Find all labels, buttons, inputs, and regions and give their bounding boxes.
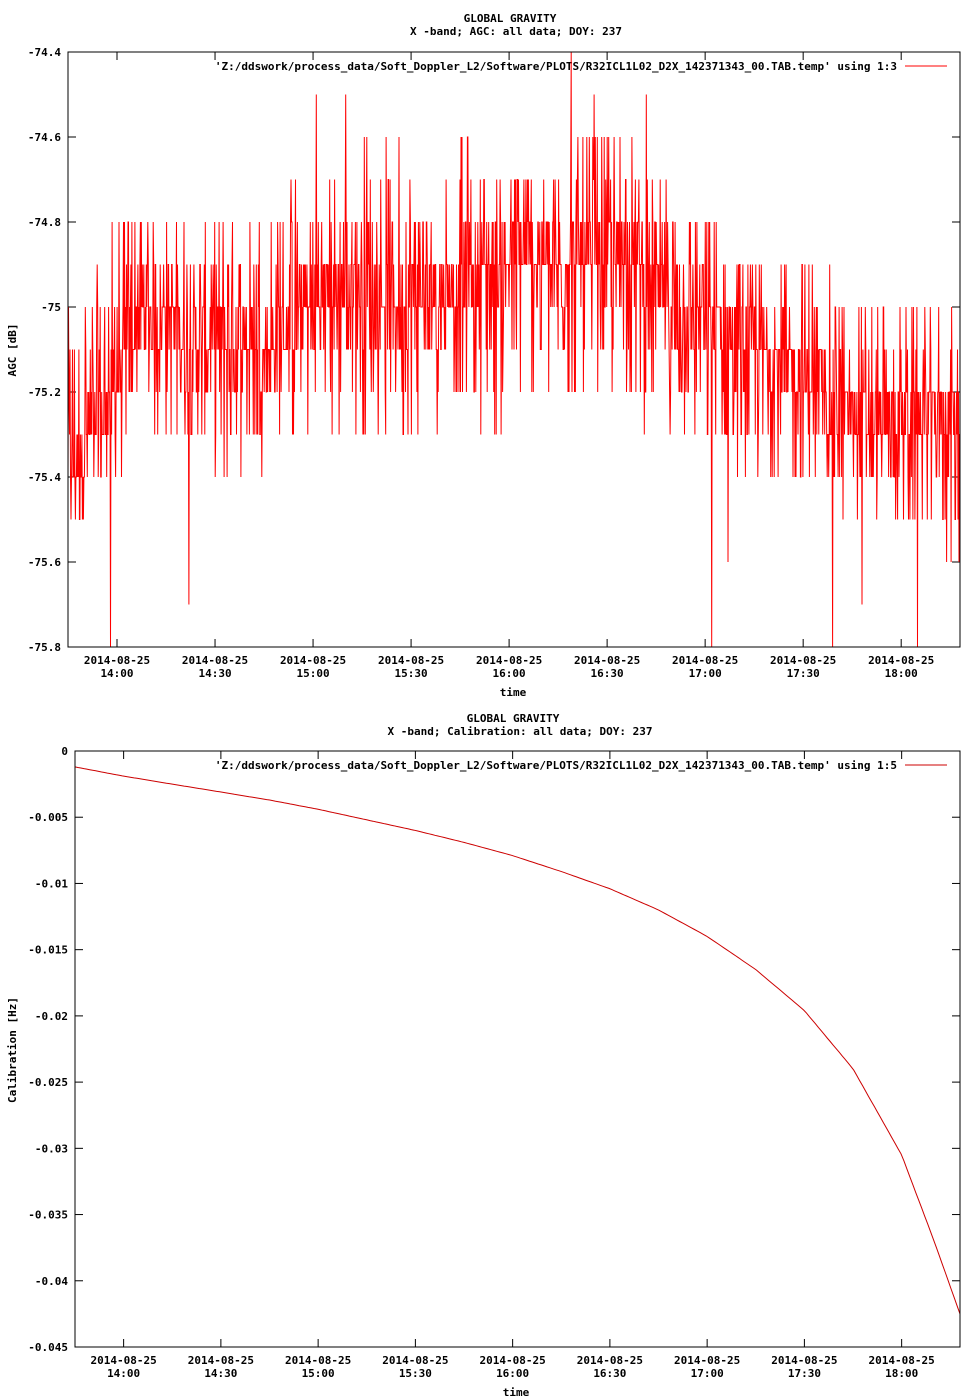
y-tick-label: -0.025 [28, 1076, 68, 1089]
y-tick-label: -75 [41, 301, 61, 314]
x-tick-time-label: 16:00 [496, 1367, 529, 1380]
x-tick-date-label: 2014-08-25 [280, 654, 346, 667]
x-tick-date-label: 2014-08-25 [672, 654, 738, 667]
calibration-series-group [74, 766, 961, 1315]
x-tick-time-label: 15:30 [399, 1367, 432, 1380]
x-tick-time-label: 16:30 [591, 667, 624, 680]
x-tick-date-label: 2014-08-25 [869, 1354, 935, 1367]
agc-chart: GLOBAL GRAVITY X -band; AGC: all data; D… [6, 12, 961, 699]
x-tick-date-label: 2014-08-25 [480, 1354, 546, 1367]
agc-x-ticks: 2014-08-2514:002014-08-2514:302014-08-25… [84, 52, 934, 680]
x-tick-time-label: 14:30 [204, 1367, 237, 1380]
x-tick-date-label: 2014-08-25 [182, 654, 248, 667]
y-tick-label: -0.04 [35, 1275, 68, 1288]
agc-y-axis-label: AGC [dB] [6, 324, 19, 377]
calibration-x-ticks: 2014-08-2514:002014-08-2514:302014-08-25… [91, 751, 935, 1380]
x-tick-time-label: 14:30 [198, 667, 231, 680]
series-line-0 [74, 766, 961, 1315]
x-tick-date-label: 2014-08-25 [868, 654, 934, 667]
calibration-y-axis-label: Calibration [Hz] [6, 997, 19, 1103]
agc-series-group [67, 51, 960, 648]
x-tick-time-label: 17:30 [788, 1367, 821, 1380]
x-tick-date-label: 2014-08-25 [91, 1354, 157, 1367]
x-tick-date-label: 2014-08-25 [770, 654, 836, 667]
x-tick-date-label: 2014-08-25 [771, 1354, 837, 1367]
calibration-x-axis-label: time [503, 1386, 530, 1399]
y-tick-label: -74.8 [28, 216, 61, 229]
x-tick-time-label: 18:00 [885, 667, 918, 680]
agc-y-ticks: -74.4 -74.6 -74.8 -75 -75.2 -75.4 -75.6 -75.8 [28, 46, 960, 654]
x-tick-date-label: 2014-08-25 [378, 654, 444, 667]
x-tick-time-label: 16:30 [593, 1367, 626, 1380]
y-tick-label: -0.045 [28, 1341, 68, 1354]
x-tick-date-label: 2014-08-25 [476, 654, 542, 667]
y-tick-label: -0.01 [35, 877, 68, 890]
series-line-0 [67, 51, 960, 648]
x-tick-date-label: 2014-08-25 [382, 1354, 448, 1367]
y-tick-label: -75.2 [28, 386, 61, 399]
x-tick-date-label: 2014-08-25 [577, 1354, 643, 1367]
calibration-legend-label: 'Z:/ddswork/process_data/Soft_Doppler_L2… [215, 759, 897, 772]
y-tick-label: -75.6 [28, 556, 61, 569]
x-tick-time-label: 14:00 [100, 667, 133, 680]
x-tick-time-label: 15:00 [296, 667, 329, 680]
y-tick-label: -0.015 [28, 944, 68, 957]
x-tick-date-label: 2014-08-25 [574, 654, 640, 667]
calibration-chart-subtitle: X -band; Calibration: all data; DOY: 237 [388, 725, 653, 738]
agc-plot-frame [67, 51, 961, 648]
y-tick-label: 0 [61, 745, 68, 758]
y-tick-label: -75.8 [28, 641, 61, 654]
agc-x-axis-label: time [500, 686, 527, 699]
x-tick-time-label: 18:00 [885, 1367, 918, 1380]
x-tick-date-label: 2014-08-25 [674, 1354, 740, 1367]
x-tick-time-label: 15:00 [302, 1367, 335, 1380]
y-tick-label: -0.03 [35, 1142, 68, 1155]
y-tick-label: -74.6 [28, 131, 61, 144]
x-tick-time-label: 14:00 [107, 1367, 140, 1380]
calibration-chart-title: GLOBAL GRAVITY [467, 712, 560, 725]
y-tick-label: -75.4 [28, 471, 61, 484]
y-tick-label: -0.005 [28, 811, 68, 824]
y-tick-label: -0.02 [35, 1010, 68, 1023]
agc-chart-subtitle: X -band; AGC: all data; DOY: 237 [410, 25, 622, 38]
agc-chart-title: GLOBAL GRAVITY [464, 12, 557, 25]
x-tick-time-label: 17:00 [689, 667, 722, 680]
x-tick-time-label: 17:00 [691, 1367, 724, 1380]
x-tick-time-label: 15:30 [395, 667, 428, 680]
x-tick-time-label: 17:30 [787, 667, 820, 680]
x-tick-date-label: 2014-08-25 [188, 1354, 254, 1367]
calibration-plot-frame [74, 750, 961, 1348]
x-tick-date-label: 2014-08-25 [84, 654, 150, 667]
x-tick-date-label: 2014-08-25 [285, 1354, 351, 1367]
calibration-chart: GLOBAL GRAVITY X -band; Calibration: all… [6, 712, 961, 1399]
x-tick-time-label: 16:00 [493, 667, 526, 680]
agc-legend-label: 'Z:/ddswork/process_data/Soft_Doppler_L2… [215, 60, 897, 73]
calibration-y-ticks: 0 -0.005 -0.01 -0.015 -0.02 -0.025 -0.03 -0.035… [28, 745, 960, 1354]
y-tick-label: -0.035 [28, 1209, 68, 1222]
y-tick-label: -74.4 [28, 46, 61, 59]
